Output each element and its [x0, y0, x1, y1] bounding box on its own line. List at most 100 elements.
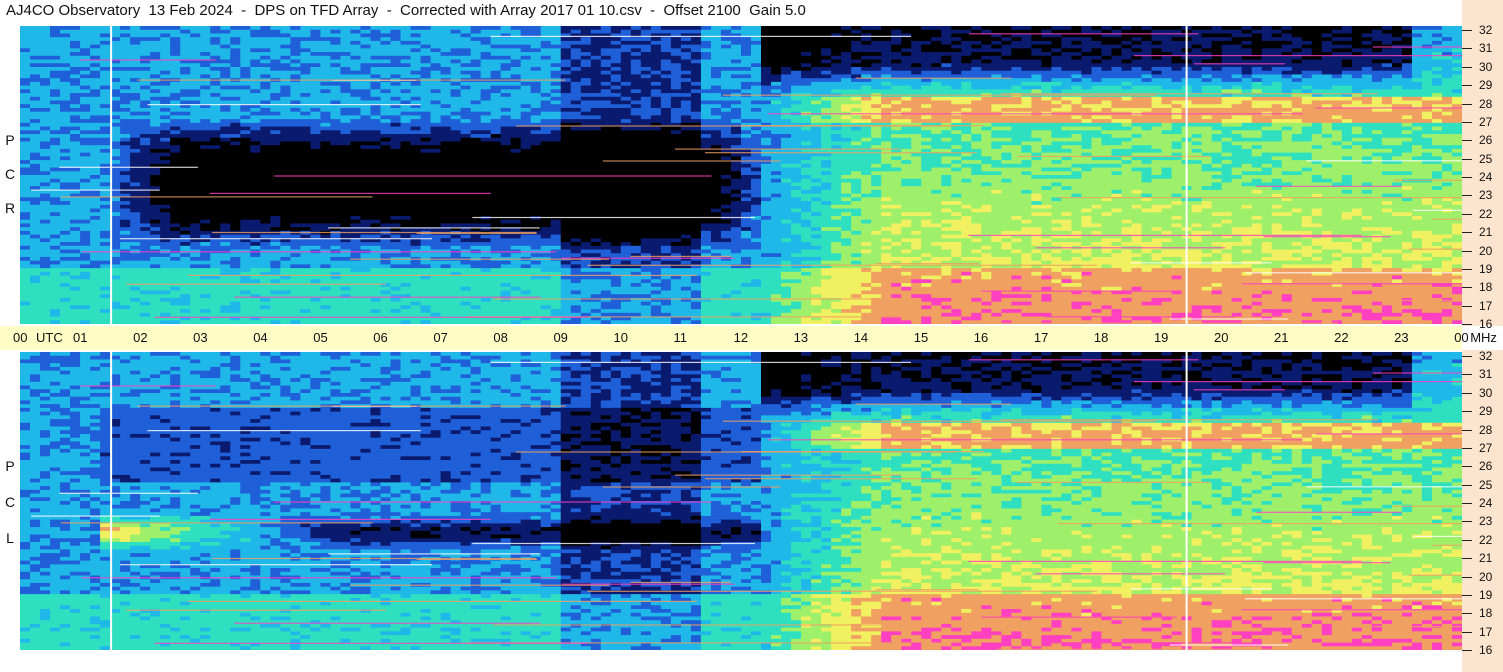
spectrogram-cell	[550, 134, 562, 139]
spectrogram-cell	[150, 137, 161, 143]
spectrogram-cell	[630, 74, 642, 79]
spectrogram-cell	[250, 160, 261, 165]
spectrogram-cell	[550, 283, 562, 288]
spectrogram-cell	[540, 59, 552, 64]
spectrogram-cell	[580, 320, 592, 324]
spectrogram-cell	[210, 301, 221, 306]
spectrogram-cell	[570, 294, 582, 299]
spectrogram-cell	[230, 204, 241, 210]
spectrogram-cell	[430, 186, 442, 191]
spectrogram-cell	[450, 48, 462, 53]
spectrogram-cell	[110, 256, 121, 262]
spectrogram-cell	[340, 245, 352, 251]
spectrogram-cell	[590, 238, 602, 243]
spectrogram-cell	[30, 219, 41, 225]
spectrogram-cell	[350, 234, 362, 239]
spectrogram-cell	[570, 268, 582, 273]
spectrogram-cell	[460, 193, 472, 198]
spectrogram-cell	[380, 294, 392, 299]
spectrogram-cell	[40, 223, 51, 228]
spectrogram-cell	[590, 309, 602, 314]
spectrogram-cell	[100, 260, 111, 266]
spectrogram-cell	[540, 130, 552, 135]
spectrogram-cell	[140, 134, 151, 139]
spectrogram-cell	[190, 279, 201, 284]
spectrogram-cell	[350, 163, 362, 169]
spectrogram-cell	[350, 156, 362, 161]
spectrogram-cell	[110, 275, 121, 280]
spectrogram-cell	[110, 297, 121, 303]
spectrogram-cell	[390, 223, 402, 228]
spectrogram-cell	[580, 234, 592, 239]
spectrogram-cell	[410, 26, 422, 31]
spectrogram-cell	[270, 286, 281, 292]
spectrogram-cell	[70, 283, 81, 288]
spectrogram-cell	[260, 189, 271, 195]
spectrogram-cell	[580, 148, 592, 154]
spectrogram-cell	[230, 279, 241, 284]
spectrogram-cell	[390, 305, 402, 310]
spectrogram-cell	[230, 59, 241, 64]
spectrogram-cell	[630, 96, 642, 102]
spectrogram-cell	[520, 44, 532, 49]
spectrogram-cell	[280, 171, 291, 176]
spectrogram-cell	[640, 130, 652, 135]
spectrogram-cell	[380, 115, 392, 120]
spectrogram-cell	[210, 156, 221, 161]
spectrogram-cell	[380, 215, 392, 221]
spectrogram-cell	[160, 260, 171, 266]
spectrogram-cell	[610, 316, 622, 321]
spectrogram-cell	[30, 70, 41, 76]
spectrogram-cell	[210, 55, 221, 61]
spectrogram-cell	[140, 204, 151, 210]
spectrogram-cell	[470, 33, 482, 38]
spectrogram-cell	[240, 297, 251, 303]
spectrogram-cell	[130, 74, 141, 79]
spectrogram-cell	[190, 178, 201, 184]
spectrogram-cell	[530, 264, 542, 269]
spectrogram-cell	[560, 89, 572, 94]
spectrogram-cell	[330, 148, 342, 154]
spectrogram-cell	[200, 197, 211, 202]
spectrogram-cell	[570, 290, 582, 295]
spectrogram-cell	[180, 59, 191, 64]
spectrogram-cell	[190, 81, 201, 87]
spectrogram-cell	[560, 134, 572, 139]
spectrogram-cell	[370, 275, 382, 280]
spectrogram-cell	[490, 85, 502, 90]
spectrogram-cell	[570, 156, 582, 161]
spectrogram-cell	[330, 256, 342, 262]
spectrogram-cell	[520, 268, 532, 273]
spectrogram-cell	[210, 309, 221, 314]
spectrogram-cell	[420, 104, 432, 109]
spectrogram-cell	[640, 148, 652, 154]
spectrogram-cell	[50, 89, 61, 94]
spectrogram-cell	[20, 171, 31, 176]
spectrogram-cell	[380, 189, 392, 195]
spectrogram-cell	[200, 148, 211, 154]
spectrogram-cell	[230, 134, 241, 139]
spectrogram-cell	[440, 275, 452, 280]
spectrogram-cell	[200, 89, 211, 94]
spectrogram-cell	[340, 85, 352, 90]
spectrogram-cell	[520, 163, 532, 169]
spectrogram-cell	[260, 312, 271, 318]
spectrogram-cell	[50, 238, 61, 243]
spectrogram-cell	[100, 193, 111, 198]
spectrogram-cell	[210, 238, 221, 243]
spectrogram-cell	[30, 137, 41, 143]
spectrogram-cell	[420, 320, 432, 324]
spectrogram-cell	[610, 297, 622, 303]
spectrogram-cell	[470, 193, 482, 198]
spectrogram-cell	[530, 148, 542, 154]
spectrogram-cell	[450, 260, 462, 266]
spectrogram-cell	[140, 256, 151, 262]
spectrogram-cell	[70, 167, 81, 172]
spectrogram-cell	[60, 234, 71, 239]
spectrogram-cell	[520, 219, 532, 225]
spectrogram-cell	[500, 197, 512, 202]
spectrogram-cell	[150, 305, 161, 310]
spectrogram-cell	[300, 130, 311, 135]
spectrogram-cell	[130, 29, 141, 35]
spectrogram-cell	[530, 85, 542, 90]
